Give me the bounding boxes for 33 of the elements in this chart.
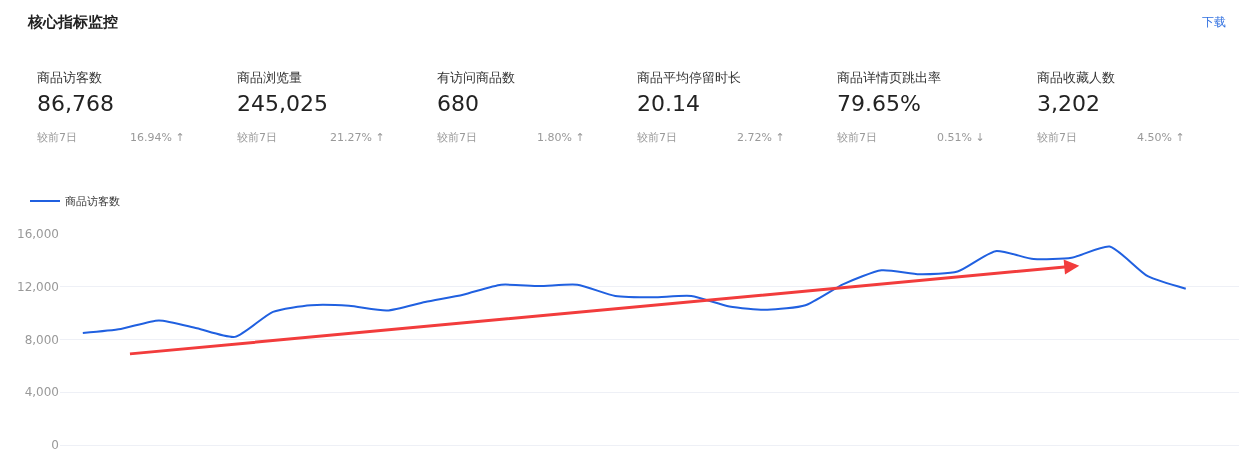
text: 245,025: [237, 91, 328, 116]
text: 0.51% ↓: [937, 131, 985, 144]
text: 21.27% ↑: [330, 131, 385, 144]
text: 2.72% ↑: [737, 131, 785, 144]
text: 商品平均停留时长: [637, 70, 741, 85]
text: 下载: [1202, 15, 1226, 29]
text: 较前7日: [437, 131, 477, 144]
text: 商品收藏人数: [1037, 70, 1115, 85]
text: 商品浏览量: [237, 70, 302, 85]
text: 较前7日: [837, 131, 877, 144]
text: 较前7日: [37, 131, 77, 144]
legend-label: 商品访客数: [65, 195, 120, 209]
text: 较前7日: [1037, 131, 1077, 144]
y-tick-label: 16,000: [17, 227, 59, 242]
y-tick-label: 8,000: [24, 332, 59, 347]
text: 商品详情页跳出率: [837, 70, 941, 85]
text: 16.94% ↑: [130, 131, 185, 144]
text: 较前7日: [637, 131, 677, 144]
text: 3,202: [1037, 91, 1100, 116]
text: 较前7日: [237, 131, 277, 144]
y-tick-label: 12,000: [17, 279, 59, 294]
text: 有访问商品数: [437, 70, 515, 85]
text: 1.80% ↑: [537, 131, 585, 144]
y-tick-label: 0: [51, 438, 59, 453]
text: 86,768: [37, 91, 114, 116]
text: 20.14: [637, 91, 700, 116]
text: 79.65%: [837, 91, 921, 116]
text: 4.50% ↑: [1137, 131, 1185, 144]
text: 商品访客数: [37, 70, 102, 85]
text: 核心指标监控: [27, 13, 118, 31]
text: 680: [437, 91, 479, 116]
y-tick-label: 4,000: [24, 385, 59, 400]
line-series: [81, 245, 1187, 338]
